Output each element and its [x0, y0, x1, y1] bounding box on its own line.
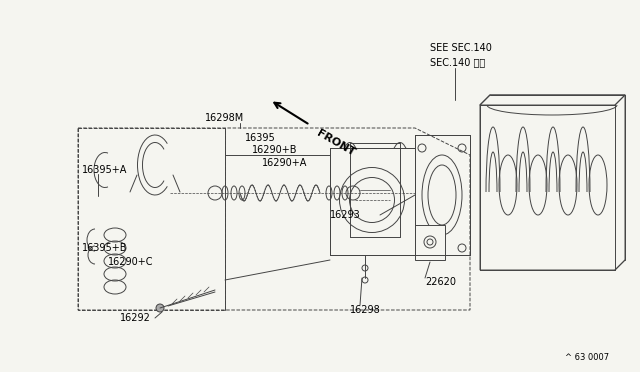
Text: 16395: 16395: [245, 133, 276, 143]
Polygon shape: [415, 225, 445, 260]
Ellipse shape: [349, 177, 394, 222]
Text: 16298M: 16298M: [205, 113, 244, 123]
Polygon shape: [415, 135, 470, 255]
Ellipse shape: [156, 304, 164, 312]
Polygon shape: [480, 95, 625, 105]
Ellipse shape: [337, 142, 362, 237]
Text: ^ 63 0007: ^ 63 0007: [565, 353, 609, 362]
Text: SEC.140 参照: SEC.140 参照: [430, 57, 485, 67]
Text: 16395+A: 16395+A: [82, 165, 127, 175]
Text: 16290+C: 16290+C: [108, 257, 154, 267]
Ellipse shape: [387, 142, 413, 237]
Text: 16292: 16292: [120, 313, 151, 323]
Text: 22620: 22620: [425, 277, 456, 287]
Text: FRONT: FRONT: [315, 128, 356, 158]
Text: 16293: 16293: [330, 210, 361, 220]
Text: SEE SEC.140: SEE SEC.140: [430, 43, 492, 53]
Polygon shape: [480, 95, 625, 270]
Ellipse shape: [339, 167, 404, 232]
Text: 16290+A: 16290+A: [262, 158, 307, 168]
Polygon shape: [330, 148, 415, 255]
Text: 16298: 16298: [350, 305, 381, 315]
Ellipse shape: [428, 165, 456, 225]
Ellipse shape: [422, 155, 462, 235]
Text: 16395+B: 16395+B: [82, 243, 127, 253]
Text: 16290+B: 16290+B: [252, 145, 298, 155]
Ellipse shape: [360, 155, 390, 225]
